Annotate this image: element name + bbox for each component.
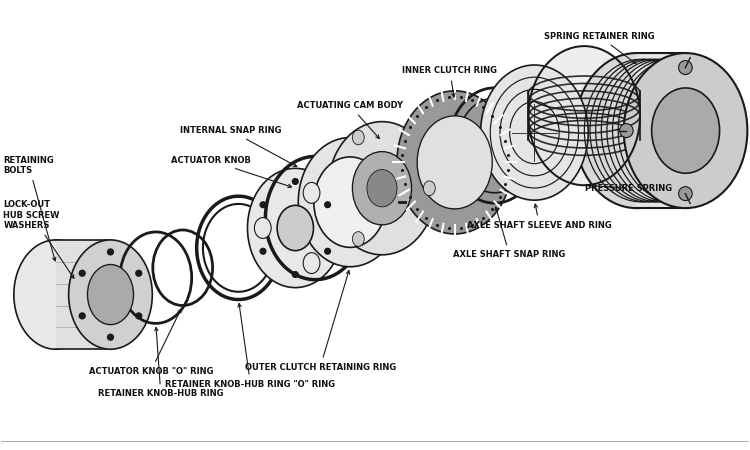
Ellipse shape — [417, 116, 492, 209]
Ellipse shape — [298, 138, 402, 267]
Circle shape — [136, 270, 142, 276]
Ellipse shape — [328, 122, 436, 255]
Circle shape — [107, 249, 113, 255]
Ellipse shape — [481, 65, 588, 200]
Text: ACTUATOR KNOB: ACTUATOR KNOB — [171, 156, 292, 188]
Ellipse shape — [679, 187, 692, 201]
Circle shape — [292, 272, 298, 277]
Ellipse shape — [277, 205, 314, 251]
Ellipse shape — [574, 53, 698, 208]
Ellipse shape — [314, 157, 386, 248]
Ellipse shape — [679, 61, 692, 75]
Text: RETAINER KNOB-HUB RING: RETAINER KNOB-HUB RING — [98, 328, 224, 398]
Text: OUTER CLUTCH RETAINING RING: OUTER CLUTCH RETAINING RING — [244, 270, 396, 372]
Ellipse shape — [88, 265, 134, 324]
Text: INNER CLUTCH RING: INNER CLUTCH RING — [402, 67, 497, 97]
Text: AXLE SHAFT SNAP RING: AXLE SHAFT SNAP RING — [453, 207, 566, 259]
Circle shape — [260, 248, 266, 254]
Bar — [636, 53, 686, 208]
Ellipse shape — [620, 124, 633, 138]
Circle shape — [107, 334, 113, 340]
Text: ACTUATOR KNOB "O" RING: ACTUATOR KNOB "O" RING — [88, 309, 213, 376]
Circle shape — [80, 270, 86, 276]
Ellipse shape — [69, 240, 152, 349]
Text: ACTUATING CAM BODY: ACTUATING CAM BODY — [297, 101, 403, 139]
Text: PRESSURE SPRING: PRESSURE SPRING — [586, 184, 673, 193]
Ellipse shape — [652, 88, 719, 173]
Ellipse shape — [424, 181, 435, 196]
Ellipse shape — [303, 252, 320, 274]
Text: RETAINING
BOLTS: RETAINING BOLTS — [4, 156, 55, 261]
Circle shape — [260, 202, 266, 207]
Ellipse shape — [367, 170, 397, 207]
Circle shape — [325, 248, 331, 254]
Circle shape — [325, 202, 331, 207]
Circle shape — [136, 313, 142, 319]
Text: RETAINER KNOB-HUB RING "O" RING: RETAINER KNOB-HUB RING "O" RING — [166, 303, 335, 388]
Ellipse shape — [352, 232, 364, 246]
Text: INTERNAL SNAP RING: INTERNAL SNAP RING — [180, 126, 297, 166]
Ellipse shape — [624, 53, 747, 208]
Ellipse shape — [254, 217, 272, 238]
Circle shape — [292, 179, 298, 184]
Bar — [56, 240, 110, 349]
Text: LOCK-OUT
HUB SCREW
WASHERS: LOCK-OUT HUB SCREW WASHERS — [4, 200, 74, 278]
Ellipse shape — [13, 240, 98, 349]
Text: AXLE SHAFT SLEEVE AND RING: AXLE SHAFT SLEEVE AND RING — [467, 204, 612, 230]
Ellipse shape — [352, 152, 412, 225]
Ellipse shape — [397, 91, 512, 234]
Ellipse shape — [303, 182, 320, 203]
Ellipse shape — [352, 130, 364, 145]
Ellipse shape — [248, 168, 343, 288]
Ellipse shape — [529, 46, 640, 185]
Text: SPRING RETAINER RING: SPRING RETAINER RING — [544, 32, 655, 63]
Circle shape — [80, 313, 86, 319]
